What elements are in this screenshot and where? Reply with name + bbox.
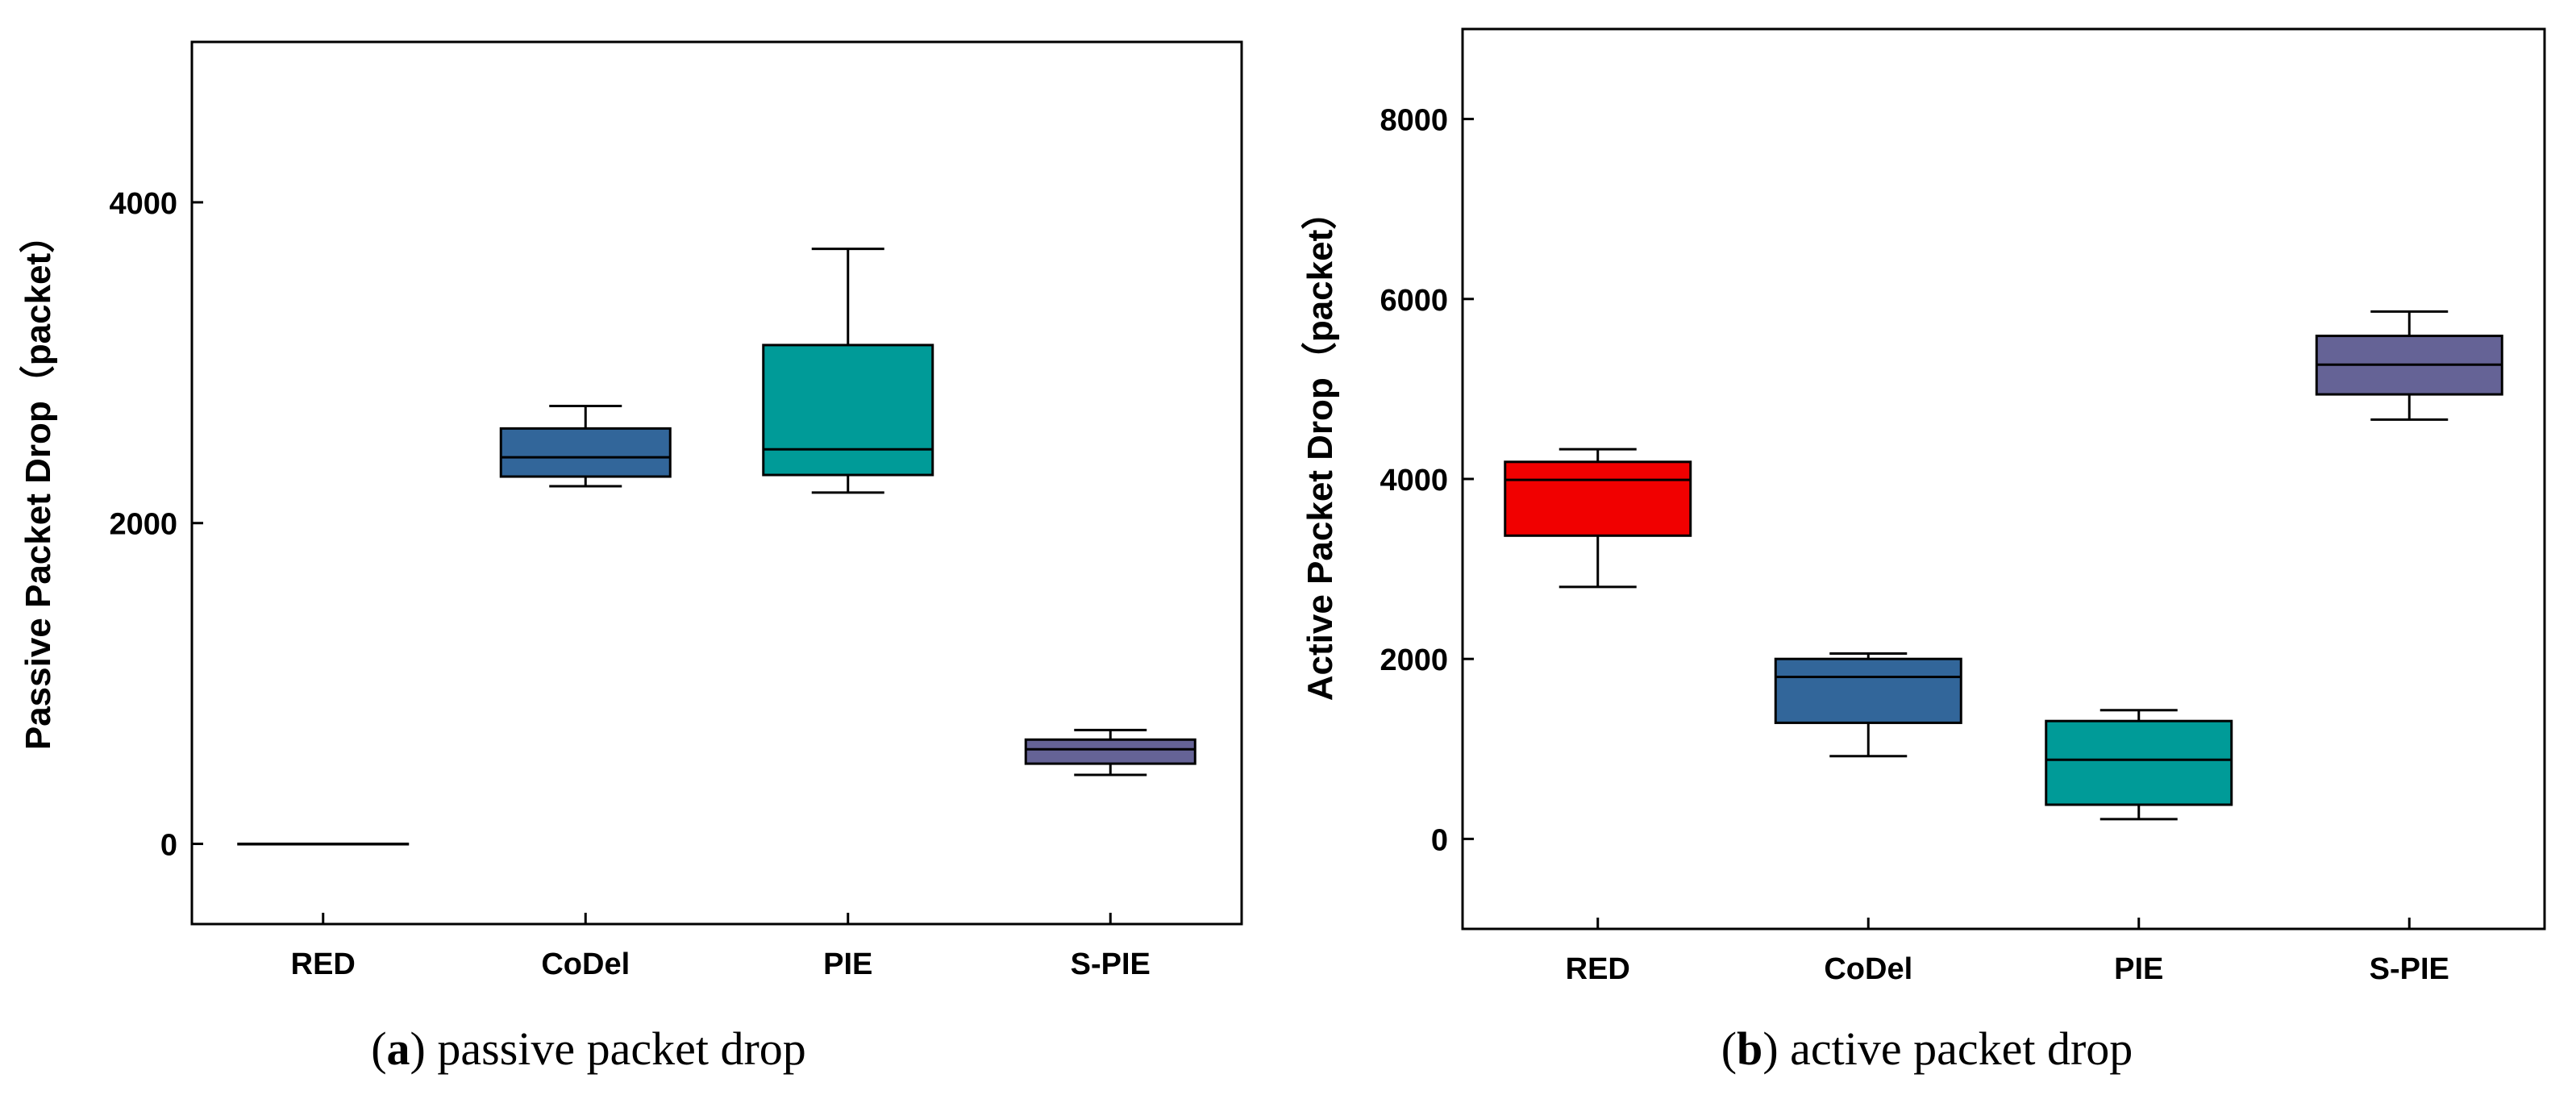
x-tick-label: RED [291, 947, 356, 981]
box-pie [762, 248, 934, 494]
box-red [237, 843, 410, 846]
x-tick-label: S-PIE [1071, 947, 1151, 981]
box-group [237, 248, 1196, 846]
y-tick-label: 8000 [1380, 104, 1448, 138]
y-axis-label: Passive Packet Drop（packet） [19, 218, 58, 750]
panel-caption: (b) active packet drop [1721, 1022, 2133, 1075]
x-tick-label: CoDel [1824, 952, 1912, 986]
box-body [499, 427, 672, 478]
box-body [1504, 460, 1692, 537]
box-body [1774, 657, 1962, 724]
box-group [1504, 310, 2503, 821]
box-codel [499, 405, 672, 488]
x-tick-label: CoDel [541, 947, 630, 981]
box-s-pie [1024, 728, 1196, 776]
x-axis-ticks: RED CoDel PIE S-PIE [1566, 918, 2449, 986]
y-tick-label: 2000 [1380, 643, 1448, 677]
panel-caption: (a) passive packet drop [371, 1022, 806, 1075]
panel-a: 0 2000 4000 RED CoDel PIE S-PIE Passive Packe… [19, 40, 1243, 1075]
x-tick-label: RED [1566, 952, 1630, 986]
box-body [2045, 719, 2233, 806]
y-axis-ticks: 0 2000 4000 6000 8000 [1380, 104, 1474, 857]
y-tick-label: 4000 [1380, 464, 1448, 498]
y-tick-label: 2000 [109, 508, 177, 542]
x-axis-ticks: RED CoDel PIE S-PIE [291, 913, 1151, 981]
x-tick-label: PIE [823, 947, 872, 981]
plot-frame [190, 40, 1243, 926]
box-s-pie [2315, 310, 2503, 421]
box-body [762, 343, 934, 477]
y-tick-label: 4000 [109, 187, 177, 221]
box-body [1024, 738, 1196, 765]
y-axis-ticks: 0 2000 4000 [109, 187, 203, 863]
y-tick-label: 0 [160, 829, 177, 863]
box-codel [1774, 652, 1962, 758]
x-tick-label: PIE [2114, 952, 2163, 986]
y-tick-label: 6000 [1380, 284, 1448, 318]
box-red [1504, 448, 1692, 589]
x-tick-label: S-PIE [2370, 952, 2449, 986]
y-axis-label: Active Packet Drop（packet） [1300, 194, 1340, 701]
panel-b: 0 2000 4000 6000 8000 RED CoDel PIE S-PIE Activ… [1300, 27, 2546, 1075]
box-pie [2045, 709, 2233, 821]
y-tick-label: 0 [1431, 823, 1448, 857]
